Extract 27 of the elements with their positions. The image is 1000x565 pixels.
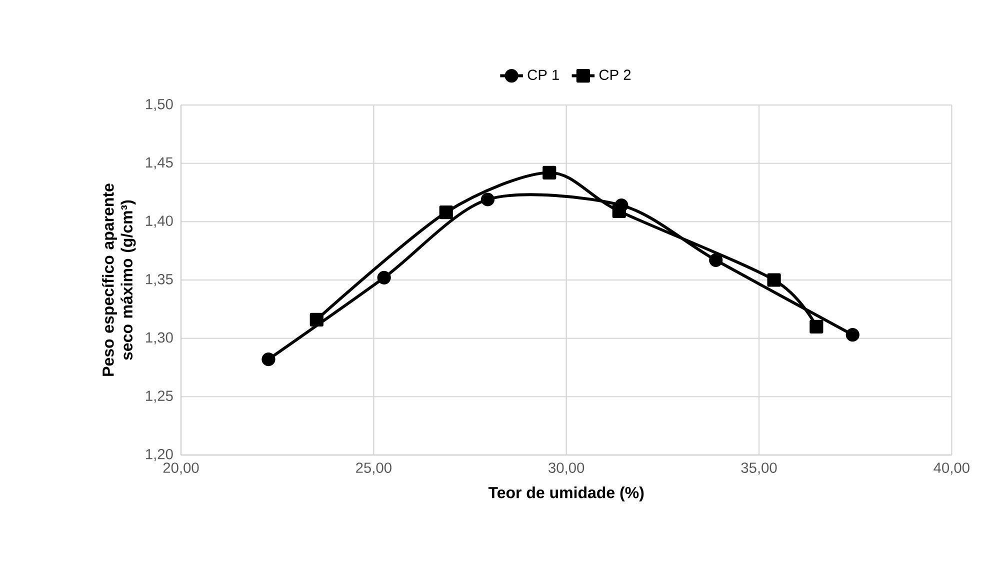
x-tick-label: 25,00 bbox=[356, 462, 392, 475]
y-axis-title: Peso específico aparente seco máximo (g/cm³) bbox=[102, 184, 136, 376]
x-tick-label: 35,00 bbox=[741, 462, 777, 475]
point bbox=[439, 206, 453, 220]
legend-label: CP 2 bbox=[599, 70, 631, 80]
point bbox=[542, 166, 556, 180]
y-tick-label: 1,35 bbox=[146, 274, 173, 286]
y-tick-label: 1,45 bbox=[146, 157, 173, 170]
y-tick-label: 1,20 bbox=[146, 448, 173, 462]
x-tick-label: 20,00 bbox=[163, 462, 199, 475]
point bbox=[612, 204, 626, 218]
point bbox=[262, 352, 276, 366]
point bbox=[709, 253, 723, 267]
y-tick-label: 1,50 bbox=[146, 98, 173, 112]
x-tick-label: 40,00 bbox=[934, 462, 970, 475]
y-tick-label: 1,25 bbox=[146, 390, 173, 403]
point bbox=[480, 192, 495, 206]
y-tick-label: 1,40 bbox=[146, 216, 173, 228]
point bbox=[310, 312, 324, 326]
x-tick-label: 30,00 bbox=[548, 462, 584, 475]
x-axis-title: Teor de umidade (%) bbox=[488, 486, 644, 502]
legend-label: CP 1 bbox=[528, 70, 559, 80]
point bbox=[846, 328, 860, 342]
y-tick-label: 1,30 bbox=[146, 332, 173, 344]
point bbox=[377, 270, 391, 284]
point bbox=[810, 320, 824, 334]
point bbox=[767, 273, 781, 287]
